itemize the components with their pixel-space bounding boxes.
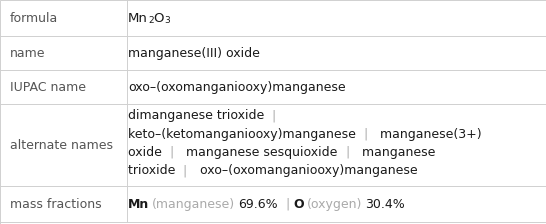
Text: O: O xyxy=(153,11,164,24)
Text: oxo–(oxomanganiooxy)manganese: oxo–(oxomanganiooxy)manganese xyxy=(192,164,417,177)
Text: 2: 2 xyxy=(148,16,153,25)
Text: |: | xyxy=(341,146,354,159)
Text: |: | xyxy=(180,164,192,177)
Text: IUPAC name: IUPAC name xyxy=(10,80,86,93)
Text: |: | xyxy=(360,127,372,141)
Text: formula: formula xyxy=(10,11,58,24)
Text: manganese: manganese xyxy=(354,146,435,159)
Text: dimanganese trioxide: dimanganese trioxide xyxy=(128,109,268,122)
Text: 69.6%: 69.6% xyxy=(239,198,278,211)
Text: alternate names: alternate names xyxy=(10,138,113,151)
Text: manganese(III) oxide: manganese(III) oxide xyxy=(128,47,260,60)
Text: trioxide: trioxide xyxy=(128,164,180,177)
Text: |: | xyxy=(268,109,276,122)
Text: mass fractions: mass fractions xyxy=(10,198,102,211)
Text: (oxygen): (oxygen) xyxy=(307,198,362,211)
Text: O: O xyxy=(293,198,304,211)
Text: oxo–(oxomanganiooxy)manganese: oxo–(oxomanganiooxy)manganese xyxy=(128,80,346,93)
Text: 3: 3 xyxy=(164,16,170,25)
Text: (manganese): (manganese) xyxy=(152,198,235,211)
Text: Mn: Mn xyxy=(128,11,148,24)
Text: |: | xyxy=(166,146,178,159)
Text: manganese sesquioxide: manganese sesquioxide xyxy=(178,146,341,159)
Text: Mn: Mn xyxy=(128,198,149,211)
Text: manganese(3+): manganese(3+) xyxy=(372,127,482,141)
Text: keto–(ketomanganiooxy)manganese: keto–(ketomanganiooxy)manganese xyxy=(128,127,360,141)
Text: name: name xyxy=(10,47,45,60)
Text: oxide: oxide xyxy=(128,146,166,159)
Text: 30.4%: 30.4% xyxy=(365,198,405,211)
Text: |: | xyxy=(285,198,289,211)
